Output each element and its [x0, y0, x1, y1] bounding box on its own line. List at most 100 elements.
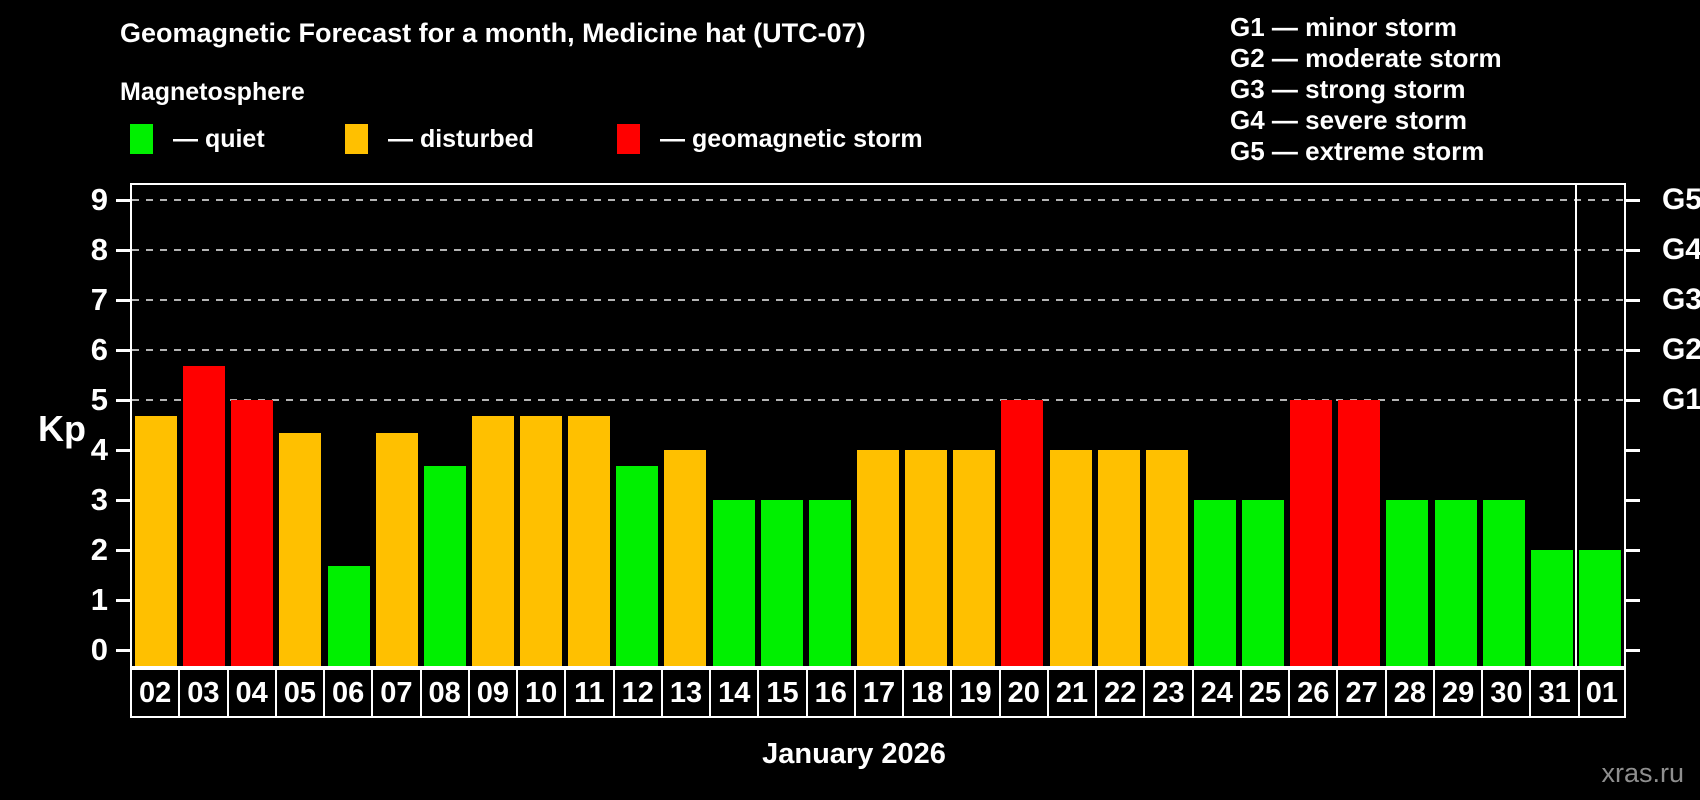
y-axis-tick-label-4: 4: [90, 432, 108, 467]
bar-28: [1386, 500, 1428, 666]
date-cell-06: 06: [323, 670, 372, 716]
x-axis-date-row: 02 03 04 05 06 07 08 09 10 11 12 13 14 15 16 17 18 19 20 21…: [130, 668, 1626, 718]
bar-12: [616, 466, 658, 666]
left-tick-kp9: [116, 199, 130, 202]
bar-02: [135, 416, 177, 666]
date-cell-20: 20: [998, 670, 1047, 716]
date-cell-21: 21: [1046, 670, 1096, 716]
y-axis-tick-label-6: 6: [90, 332, 108, 367]
gridline-kp6: [132, 349, 1624, 351]
bar-08: [424, 466, 466, 666]
date-cell-26: 26: [1288, 670, 1337, 716]
date-cell-14: 14: [709, 670, 758, 716]
right-tick-kp0: [1626, 649, 1640, 652]
left-tick-kp6: [116, 349, 130, 352]
date-cell-31: 31: [1529, 670, 1578, 716]
date-cell-29: 29: [1432, 670, 1482, 716]
legend-item-disturbed: — disturbed: [345, 122, 534, 156]
bar-13: [664, 450, 706, 666]
y-axis-tick-label-8: 8: [90, 232, 108, 267]
right-tick-kp4: [1626, 449, 1640, 452]
date-cell-24: 24: [1191, 670, 1240, 716]
legend-label-storm: — geomagnetic storm: [660, 124, 923, 153]
bar-16: [809, 500, 851, 666]
right-axis-label-G2: G2: [1661, 333, 1700, 366]
left-tick-kp2: [116, 549, 130, 552]
bar-06: [328, 566, 370, 666]
date-cell-18: 18: [902, 670, 951, 716]
right-tick-kp5: [1626, 399, 1640, 402]
date-cell-11: 11: [564, 670, 613, 716]
date-cell-03: 03: [178, 670, 227, 716]
bar-26: [1290, 400, 1332, 666]
left-tick-kp1: [116, 599, 130, 602]
month-separator-line: [1575, 185, 1577, 666]
bar-29: [1435, 500, 1477, 666]
bar-05: [279, 433, 321, 666]
bar-14: [713, 500, 755, 666]
bar-03: [183, 366, 225, 666]
gridline-kp9: [132, 199, 1624, 201]
bar-15: [761, 500, 803, 666]
bar-20: [1001, 400, 1043, 666]
date-cell-12: 12: [612, 670, 661, 716]
date-cell-25: 25: [1239, 670, 1289, 716]
right-tick-kp1: [1626, 599, 1640, 602]
storm-scale-line-4: G4 — severe storm: [1230, 105, 1468, 135]
date-cell-15: 15: [757, 670, 806, 716]
right-axis-label-G5: G5: [1661, 183, 1700, 216]
legend-swatch-disturbed: [345, 124, 368, 154]
right-tick-kp7: [1626, 299, 1640, 302]
chart-subtitle: Magnetosphere: [120, 78, 305, 106]
bar-01: [1579, 550, 1621, 666]
gridline-kp7: [132, 299, 1624, 301]
date-cell-07: 07: [371, 670, 420, 716]
date-cell-05: 05: [274, 670, 324, 716]
bar-09: [472, 416, 514, 666]
chart-title: Geomagnetic Forecast for a month, Medici…: [120, 18, 866, 48]
date-cell-27: 27: [1336, 670, 1385, 716]
bar-22: [1098, 450, 1140, 666]
left-tick-kp5: [116, 399, 130, 402]
watermark: xras.ru: [1601, 758, 1684, 788]
bar-04: [231, 400, 273, 666]
date-cell-30: 30: [1481, 670, 1530, 716]
bar-25: [1242, 500, 1284, 666]
date-cell-13: 13: [660, 670, 710, 716]
date-cell-10: 10: [516, 670, 565, 716]
storm-scale-line-2: G2 — moderate storm: [1230, 43, 1502, 73]
legend-swatch-storm: [617, 124, 640, 154]
x-axis-month-label: January 2026: [762, 738, 946, 770]
y-axis-tick-label-9: 9: [90, 182, 108, 217]
bar-10: [520, 416, 562, 666]
y-axis-tick-label-1: 1: [90, 582, 108, 617]
y-axis-tick-label-2: 2: [90, 532, 108, 567]
gridline-kp8: [132, 249, 1624, 251]
bar-27: [1338, 400, 1380, 666]
date-cell-19: 19: [950, 670, 999, 716]
left-tick-kp7: [116, 299, 130, 302]
bar-23: [1146, 450, 1188, 666]
date-cell-08: 08: [419, 670, 468, 716]
storm-scale-legend: G1 — minor storm G2 — moderate storm G3 — …: [1230, 12, 1502, 167]
y-axis-tick-label-0: 0: [90, 632, 108, 667]
legend-label-quiet: — quiet: [173, 124, 265, 153]
y-axis-tick-label-7: 7: [90, 282, 108, 317]
bar-31: [1531, 550, 1573, 666]
bar-11: [568, 416, 610, 666]
date-cell-22: 22: [1095, 670, 1144, 716]
bar-19: [953, 450, 995, 666]
right-tick-kp2: [1626, 549, 1640, 552]
gridline-kp5: [132, 399, 1624, 401]
date-cell-23: 23: [1143, 670, 1192, 716]
storm-scale-line-5: G5 — extreme storm: [1230, 136, 1485, 166]
date-cell-09: 09: [467, 670, 517, 716]
date-cell-28: 28: [1384, 670, 1433, 716]
legend-label-disturbed: — disturbed: [388, 124, 534, 153]
bar-30: [1483, 500, 1525, 666]
date-cell-16: 16: [805, 670, 854, 716]
y-axis-tick-label-5: 5: [90, 382, 108, 417]
bar-21: [1050, 450, 1092, 666]
right-tick-kp9: [1626, 199, 1640, 202]
